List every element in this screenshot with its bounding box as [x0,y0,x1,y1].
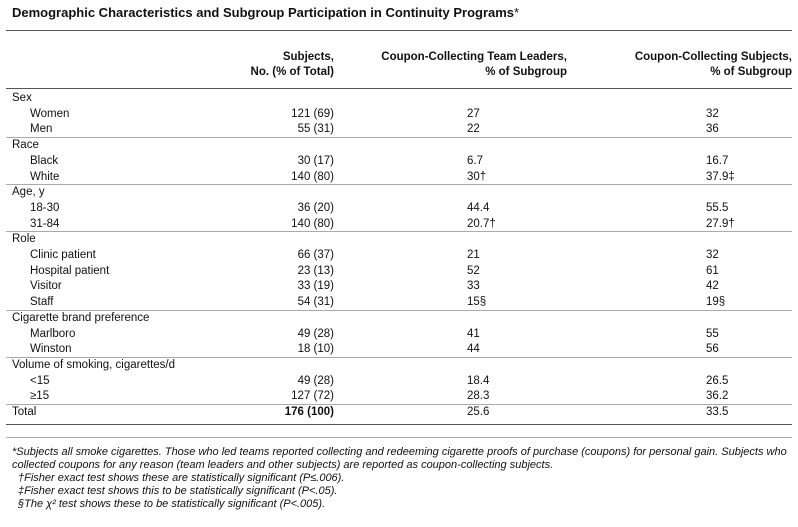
cell: 30† [467,170,487,183]
column-header: Coupon-Collecting Subjects, [634,51,792,63]
cell: 55.5 [706,201,729,214]
rule [6,424,792,425]
cell: 33.5 [706,406,729,418]
cell: 140 (80) [291,217,334,230]
cell: 20.7† [467,217,496,230]
column-header: Subjects, [282,51,334,63]
group-rule [6,137,792,139]
cell: 41 [467,327,480,340]
group-label: Role [12,233,36,246]
cell: 30 (17) [297,154,334,167]
cell: 36 [706,123,719,136]
footnote: *Subjects all smoke cigarettes. Those wh… [12,446,787,471]
cell: 55 (31) [297,123,334,136]
cell: 49 (28) [297,327,334,340]
cell: 32 [706,107,719,120]
cell: 52 [467,264,480,277]
cell: 18.4 [467,374,490,387]
cell: 18 (10) [297,343,334,356]
cell: 6.7 [467,154,483,167]
cell: 44.4 [467,201,490,214]
cell: 54 (31) [297,296,334,309]
group-label: Cigarette brand preference [12,311,150,324]
cell: 19§ [706,296,726,309]
cell: 22 [467,123,480,136]
cell: 16.7 [706,154,729,167]
cell: 15§ [467,296,487,309]
cell: 49 (28) [297,374,334,387]
cell: 27.9† [706,217,735,230]
row-label: Total [12,406,37,418]
cell: 33 [467,280,480,293]
cell: 28.3 [467,390,490,403]
cell: 23 (13) [297,264,334,277]
cell: 55 [706,327,719,340]
rule [6,88,792,89]
group-label: Race [12,139,39,152]
cell: 21 [467,249,480,261]
group-rule [6,231,792,233]
row-label: <15 [30,374,50,387]
row-label: Clinic patient [30,249,96,261]
group-rule [6,404,792,405]
row-label: Women [30,107,70,120]
group-rule [6,356,792,358]
cell: 33 (19) [297,280,334,293]
cell: 44 [467,343,480,356]
row-label: Hospital patient [30,264,110,277]
rule [6,30,792,31]
row-label: Marlboro [30,327,76,340]
row-label: 31-84 [30,217,60,230]
row-label: 18-30 [30,201,60,214]
footnote: †Fisher exact test shows these are stati… [18,472,345,484]
column-header: No. (% of Total) [250,66,334,78]
column-header: Coupon-Collecting Team Leaders, [381,51,567,63]
cell: 27 [467,107,480,120]
cell: 140 (80) [291,170,334,183]
cell: 26.5 [706,374,729,387]
title-marker: * [514,5,520,20]
cell: 25.6 [467,406,490,418]
group-label: Age, y [12,186,45,199]
cell: 36 (20) [297,201,334,214]
group-label: Sex [12,92,32,104]
group-rule [6,184,792,186]
row-label: Visitor [30,280,62,293]
cell: 66 (37) [297,249,334,261]
group-rule [6,309,792,311]
cell: 42 [706,280,719,293]
cell: 32 [706,249,719,261]
row-label: Winston [30,343,72,356]
row-label: White [30,170,60,183]
row-label: ≥15 [30,390,50,403]
rule [6,437,792,438]
cell: 121 (69) [291,107,334,120]
cell: 37.9‡ [706,170,735,183]
cell: 61 [706,264,719,277]
cell: 176 (100) [284,406,334,418]
column-header: % of Subgroup [485,66,567,78]
cell: 127 (72) [291,390,334,403]
row-label: Staff [30,296,54,309]
footnote: ‡Fisher exact test shows this to be stat… [18,485,338,497]
column-header: % of Subgroup [710,66,792,78]
group-label: Volume of smoking, cigarettes/d [12,358,175,371]
title: Demographic Characteristics and Subgroup… [12,6,519,20]
cell: 56 [706,343,719,356]
row-label: Black [30,154,59,167]
row-label: Men [30,123,53,136]
cell: 36.2 [706,390,729,403]
title-text: Demographic Characteristics and Subgroup… [12,5,515,20]
footnote: §The χ² test shows these to be statistic… [18,498,326,510]
